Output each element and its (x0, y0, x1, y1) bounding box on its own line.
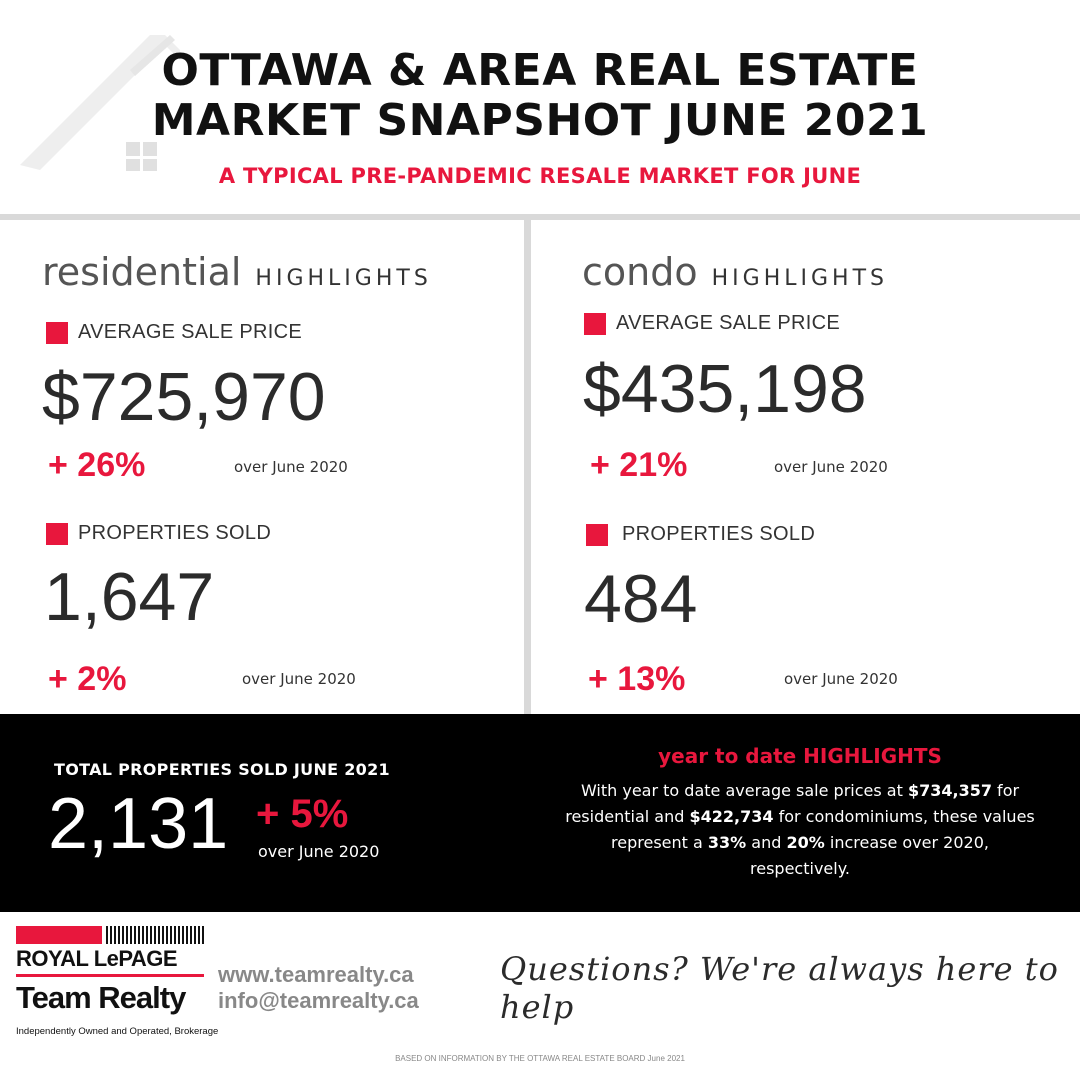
ytd-residential-price: $734,357 (907, 781, 992, 800)
condo-sold-value: 484 (584, 561, 698, 637)
total-sold-label: TOTAL PROPERTIES SOLD JUNE 2021 (54, 760, 390, 779)
website-link[interactable]: www.teamrealty.ca (218, 962, 414, 987)
red-square-icon (46, 321, 68, 344)
condo-avg-label: AVERAGE SALE PRICE (616, 312, 840, 334)
residential-avg-value: $725,970 (42, 359, 326, 435)
condo-avg-label-row: AVERAGE SALE PRICE (584, 312, 840, 335)
red-square-icon (46, 522, 68, 545)
condo-sold-change: + 13% (588, 660, 686, 698)
condo-highlights-label: HIGHLIGHTS (711, 266, 888, 291)
brand-tagline: Independently Owned and Operated, Broker… (16, 1026, 219, 1037)
subtitle: A TYPICAL PRE-PANDEMIC RESALE MARKET FOR… (218, 164, 862, 188)
red-square-icon (584, 312, 606, 335)
residential-sold-over: over June 2020 (242, 670, 356, 688)
ytd-title: year to date HIGHLIGHTS (658, 744, 942, 768)
title-line-2: MARKET SNAPSHOT JUNE 2021 (151, 95, 929, 146)
residential-section: residential HIGHLIGHTS (42, 250, 432, 294)
residential-sold-change: + 2% (48, 660, 127, 698)
house-watermark-icon (20, 35, 180, 171)
column-divider (524, 220, 531, 714)
email-link[interactable]: info@teamrealty.ca (218, 988, 419, 1013)
condo-heading: condo (582, 250, 698, 294)
ytd-condo-increase: 20% (786, 833, 825, 852)
residential-heading: residential (42, 250, 242, 294)
total-sold-value: 2,131 (48, 784, 229, 864)
residential-sold-value: 1,647 (44, 559, 215, 635)
condo-avg-value: $435,198 (583, 351, 867, 427)
residential-sold-label-row: PROPERTIES SOLD (46, 522, 271, 545)
logo-bar (16, 926, 204, 944)
condo-section: condo HIGHLIGHTS (582, 250, 888, 294)
questions-tagline: Questions? We're always here to help (500, 950, 1059, 1026)
residential-sold-label: PROPERTIES SOLD (78, 522, 272, 544)
residential-highlights-label: HIGHLIGHTS (255, 266, 432, 291)
residential-avg-over: over June 2020 (234, 458, 348, 476)
ytd-text-1: With year to date average sale prices at (580, 781, 908, 800)
ytd-condo-price: $422,734 (689, 807, 774, 826)
red-square-icon (586, 523, 608, 546)
ytd-text-5: increase over 2020, respectively. (750, 833, 989, 878)
ytd-text: With year to date average sale prices at… (560, 778, 1040, 882)
ytd-text-3: for condominiums, these values represent… (611, 807, 1035, 852)
condo-sold-label-row: PROPERTIES SOLD (586, 523, 815, 546)
total-sold-over: over June 2020 (258, 842, 380, 861)
ytd-text-2: for residential and (565, 781, 1020, 826)
condo-sold-label: PROPERTIES SOLD (622, 523, 816, 545)
brand-logo: ROYAL LePAGE Team Realty Independently O… (16, 926, 218, 1042)
total-sold-change: + 5% (256, 792, 349, 836)
contact-block: www.teamrealty.ca info@teamrealty.ca (218, 962, 419, 1014)
title-line-1: OTTAWA & AREA REAL ESTATE (161, 45, 919, 96)
condo-avg-change: + 21% (590, 446, 688, 484)
residential-avg-label-row: AVERAGE SALE PRICE (46, 321, 302, 344)
residential-avg-change: + 26% (48, 446, 146, 484)
condo-avg-over: over June 2020 (774, 458, 888, 476)
brand-name: ROYAL LePAGE (16, 946, 178, 971)
residential-avg-label: AVERAGE SALE PRICE (78, 321, 302, 343)
condo-sold-over: over June 2020 (784, 670, 898, 688)
summary-band (0, 714, 1080, 912)
brand-team: Team Realty (16, 980, 186, 1015)
ytd-text-4: and (746, 833, 787, 852)
header-divider (0, 214, 1080, 220)
ytd-residential-increase: 33% (707, 833, 747, 852)
source-note: BASED ON INFORMATION BY THE OTTAWA REAL … (395, 1054, 685, 1063)
page-title: OTTAWA & AREA REAL ESTATE MARKET SNAPSHO… (0, 46, 1080, 146)
